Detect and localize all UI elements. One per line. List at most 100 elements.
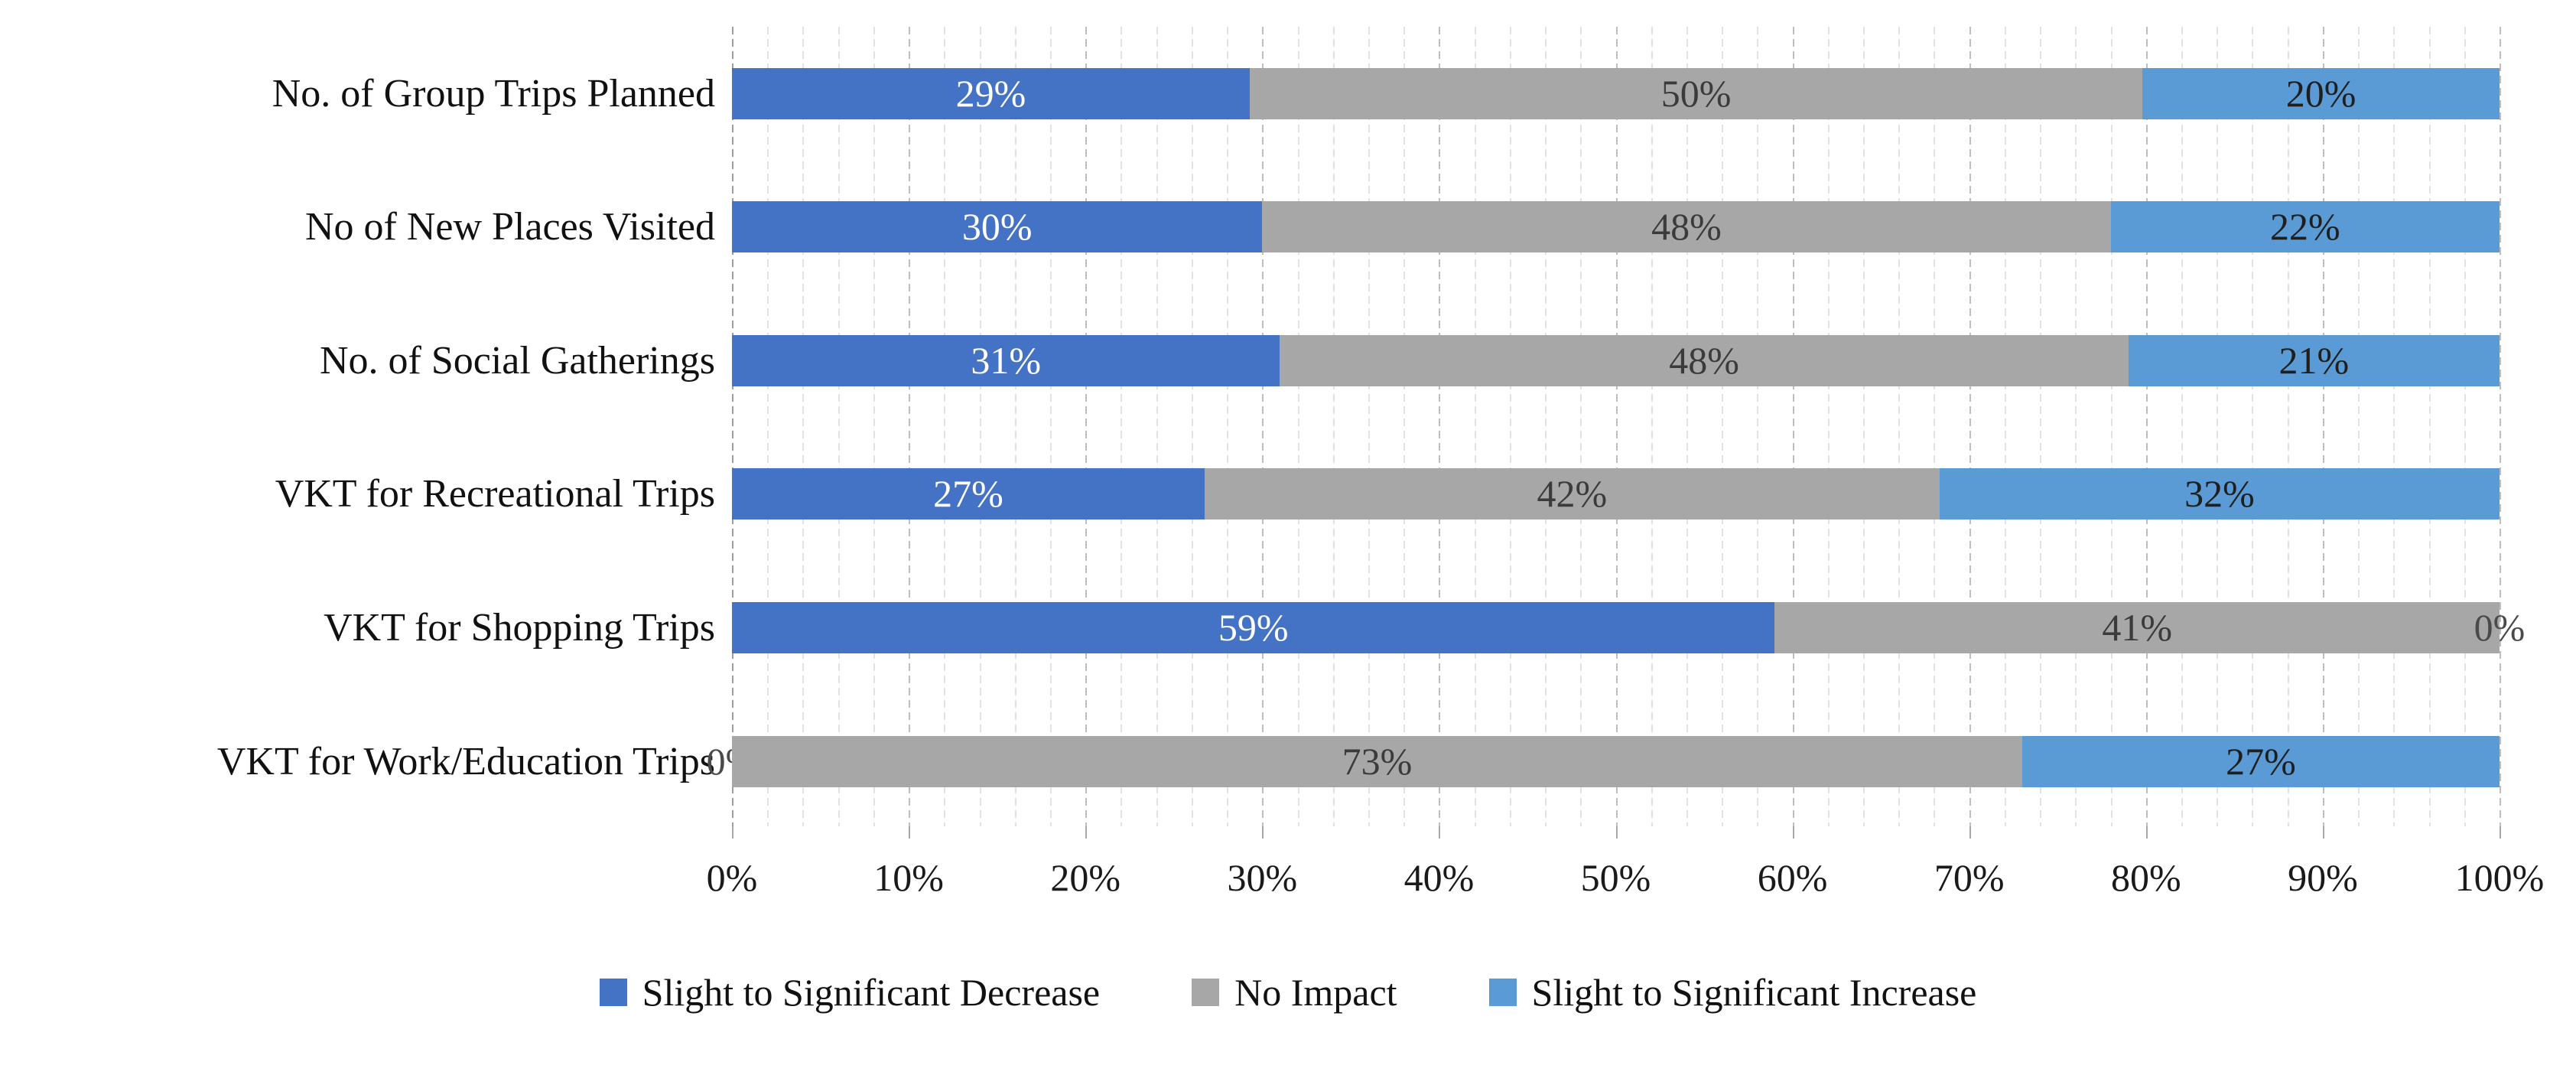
bar-segment	[1204, 468, 1940, 520]
bar-segment	[2142, 67, 2500, 119]
data-label: 0%	[2474, 605, 2526, 649]
major-gridline	[1085, 27, 1088, 826]
minor-gridline	[767, 27, 769, 826]
minor-gridline	[1757, 27, 1759, 826]
category-label: No of New Places Visited	[304, 205, 715, 249]
bar-row: 29% 50% 20%	[732, 67, 2500, 119]
legend: Slight to Significant Decrease No Impact S…	[0, 970, 2576, 1015]
minor-gridline	[1014, 27, 1016, 826]
minor-gridline	[1156, 27, 1158, 826]
bar-segment	[2022, 735, 2500, 787]
legend-item: No Impact	[1192, 970, 1397, 1015]
legend-item: Slight to Significant Decrease	[599, 970, 1101, 1015]
axis-tickmark	[1262, 826, 1264, 839]
minor-gridline	[2358, 27, 2360, 826]
bar-segment	[732, 601, 1775, 653]
minor-gridline	[1722, 27, 1724, 826]
major-gridline	[2145, 27, 2148, 826]
major-gridline	[732, 27, 733, 826]
bar-segment	[1280, 334, 2129, 386]
data-label: 32%	[2184, 472, 2255, 516]
category-label: No. of Group Trips Planned	[272, 71, 715, 116]
bar-segment	[732, 735, 2023, 787]
minor-gridline	[2393, 27, 2395, 826]
category-label: VKT for Recreational Trips	[275, 472, 715, 516]
data-label: 41%	[2102, 605, 2173, 649]
minor-gridline	[1120, 27, 1123, 826]
minor-gridline	[1827, 27, 1830, 826]
x-axis-tick-label: 0%	[706, 856, 758, 899]
minor-gridline	[1332, 27, 1335, 826]
bar-segment	[1262, 201, 2111, 253]
minor-gridline	[979, 27, 981, 826]
data-label: 42%	[1537, 472, 1608, 516]
minor-gridline	[2428, 27, 2431, 826]
x-axis-tick-label: 80%	[2110, 856, 2181, 899]
legend-swatch-icon	[599, 979, 627, 1006]
x-axis-tick-label: 90%	[2288, 856, 2358, 899]
minor-gridline	[944, 27, 946, 826]
legend-swatch-icon	[1192, 979, 1220, 1006]
minor-gridline	[1474, 27, 1476, 826]
major-gridline	[1792, 27, 1794, 826]
axis-tickmark	[1615, 826, 1618, 839]
minor-gridline	[802, 27, 805, 826]
data-label: 22%	[2269, 205, 2340, 249]
data-label: 30%	[961, 205, 1033, 249]
axis-tickmark	[1085, 826, 1088, 839]
minor-gridline	[873, 27, 875, 826]
bar-row: 27% 42% 32%	[732, 468, 2500, 520]
legend-label: Slight to Significant Increase	[1531, 971, 1977, 1014]
bar-row: 0%73%27%	[707, 735, 2500, 787]
legend-swatch-icon	[1488, 979, 1517, 1006]
x-axis-tick-label: 60%	[1757, 856, 1828, 899]
data-label: 20%	[2285, 71, 2356, 115]
minor-gridline	[1580, 27, 1582, 826]
minor-gridline	[1368, 27, 1370, 826]
axis-tickmark	[2500, 826, 2501, 839]
data-label: 27%	[2226, 739, 2296, 783]
x-axis-tick-label: 40%	[1403, 856, 1475, 899]
minor-gridline	[1297, 27, 1299, 826]
minor-gridline	[1509, 27, 1511, 826]
bar-segment	[1249, 67, 2143, 119]
minor-gridline	[2217, 27, 2219, 826]
data-label: 50%	[1660, 71, 1732, 115]
bar-segment	[1774, 601, 2500, 653]
minor-gridline	[1227, 27, 1229, 826]
minor-gridline	[2004, 27, 2006, 826]
minor-gridline	[2252, 27, 2254, 826]
legend-item: Slight to Significant Increase	[1488, 970, 1977, 1015]
x-axis-tick-label: 20%	[1050, 856, 1121, 899]
data-label: 29%	[955, 71, 1026, 115]
bar-segment	[2110, 201, 2500, 253]
major-gridline	[1969, 27, 1971, 826]
minor-gridline	[1403, 27, 1406, 826]
bar-row: 59% 41% 0%	[732, 601, 2525, 653]
major-gridline	[1615, 27, 1618, 826]
legend-label: Slight to Significant Decrease	[642, 971, 1101, 1014]
axis-tickmark	[1969, 826, 1971, 839]
axis-tickmark	[1439, 826, 1441, 839]
bar-segment	[732, 334, 1280, 386]
minor-gridline	[2075, 27, 2077, 826]
minor-gridline	[1049, 27, 1052, 826]
x-axis-tick-label: 50%	[1580, 856, 1651, 899]
minor-gridline	[1863, 27, 1865, 826]
plot-area: 29% 50% 20% 30% 48% 22% 31% 48% 21% 27% 42% 32% 59% 4…	[707, 27, 2525, 839]
minor-gridline	[2181, 27, 2184, 826]
minor-gridline	[1898, 27, 1901, 826]
data-label: 48%	[1669, 338, 1739, 382]
bar-segment	[732, 468, 1205, 520]
minor-gridline	[1191, 27, 1193, 826]
bar-row: 30% 48% 22%	[732, 201, 2500, 253]
minor-gridline	[1545, 27, 1547, 826]
bar-segment	[732, 201, 1263, 253]
major-gridline	[1439, 27, 1441, 826]
major-gridline	[1262, 27, 1264, 826]
minor-gridline	[2110, 27, 2113, 826]
data-label: 27%	[933, 472, 1003, 516]
category-label: No. of Social Gatherings	[319, 338, 715, 383]
category-label: VKT for Shopping Trips	[324, 605, 715, 650]
